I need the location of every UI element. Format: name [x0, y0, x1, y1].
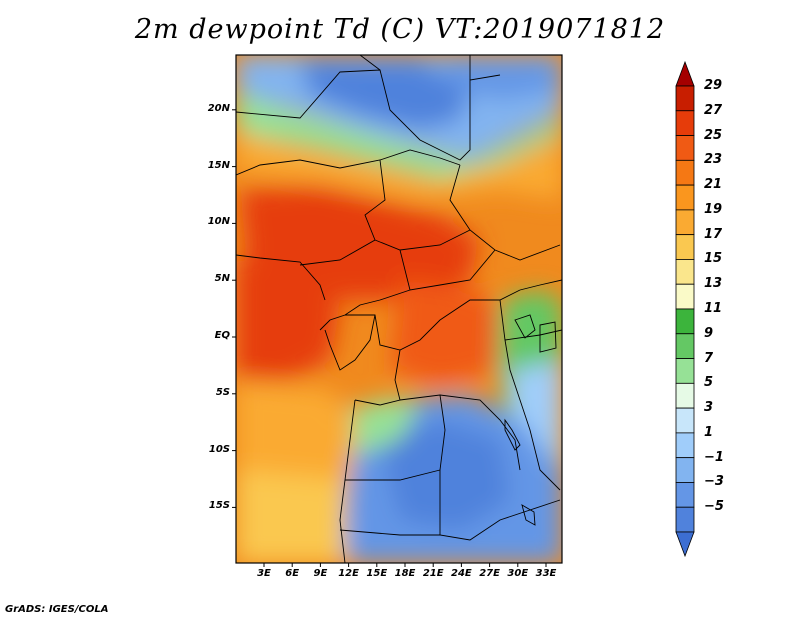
credit-text: GrADS: IGES/COLA	[5, 604, 109, 615]
colorbar-top-arrow	[675, 60, 695, 87]
lon-label: 21E	[422, 568, 444, 579]
colorbar-label: 15	[704, 251, 723, 267]
axis-ticks	[232, 109, 547, 567]
colorbar-swatch	[675, 85, 695, 112]
colorbar-swatch	[675, 506, 695, 533]
lon-label: 12E	[338, 568, 359, 579]
lat-label: 15S	[208, 500, 230, 512]
map-title: 2m dewpoint Td (C) VT:2019071812	[134, 14, 666, 45]
colorbar-label: 1	[704, 424, 714, 440]
colorbar-label: −5	[704, 499, 724, 515]
colorbar-swatch	[675, 482, 695, 508]
colorbar-swatch	[675, 259, 695, 285]
colorbar-label: 5	[704, 375, 714, 391]
colorbar-swatch	[675, 159, 695, 186]
lat-label: 15N	[207, 159, 230, 171]
colorbar-swatch	[675, 457, 695, 483]
lat-label: 10N	[207, 216, 230, 228]
colorbar-swatch	[675, 135, 695, 161]
lat-label: 5N	[214, 273, 230, 285]
plot-frame	[235, 54, 563, 564]
colorbar-swatch	[675, 358, 695, 384]
lon-label: 15E	[366, 568, 388, 579]
colorbar-label: 19	[704, 201, 723, 217]
colorbar-label: 25	[704, 127, 723, 143]
colorbar-swatch	[675, 308, 695, 335]
colorbar-label: −1	[704, 449, 724, 465]
lakes	[504, 314, 557, 526]
lon-label: 24E	[451, 568, 472, 579]
colorbar-label: 13	[704, 276, 723, 292]
colorbar-swatch	[675, 333, 695, 359]
colorbar-label: 23	[704, 152, 723, 168]
colorbar-label: 27	[704, 102, 723, 118]
colorbar-label: 9	[704, 325, 714, 341]
colorbar-label: 3	[704, 400, 714, 416]
lon-label: 9E	[313, 568, 328, 579]
colorbar-swatch	[675, 209, 695, 236]
colorbar-swatch	[675, 382, 695, 409]
colorbar-label: 7	[704, 350, 714, 366]
colorbar-swatch	[675, 234, 695, 260]
colorbar-swatch	[675, 407, 695, 434]
colorbar-swatch	[675, 432, 695, 459]
lon-label: 3E	[257, 568, 271, 579]
lon-label: 27E	[479, 568, 500, 579]
colorbar-swatch	[675, 283, 695, 310]
dewpoint-field	[236, 55, 562, 563]
colorbar	[675, 60, 695, 558]
colorbar-swatch	[675, 184, 695, 211]
lon-label: 18E	[394, 568, 416, 579]
lat-label: 10S	[208, 443, 230, 455]
lon-label: 30E	[507, 568, 529, 579]
lat-label: 5S	[215, 386, 230, 398]
country-borders	[236, 55, 562, 563]
colorbar-label: 17	[704, 226, 723, 242]
lon-label: 6E	[285, 568, 300, 579]
colorbar-label: 21	[704, 177, 723, 193]
colorbar-label: 11	[704, 301, 723, 316]
colorbar-swatch	[675, 110, 695, 136]
colorbar-label: 29	[704, 78, 723, 93]
lon-label: 33E	[535, 568, 557, 579]
colorbar-bottom-arrow	[675, 531, 695, 558]
colorbar-label: −3	[704, 474, 724, 490]
lat-label: 20N	[207, 102, 230, 114]
lat-label: EQ	[214, 330, 230, 341]
